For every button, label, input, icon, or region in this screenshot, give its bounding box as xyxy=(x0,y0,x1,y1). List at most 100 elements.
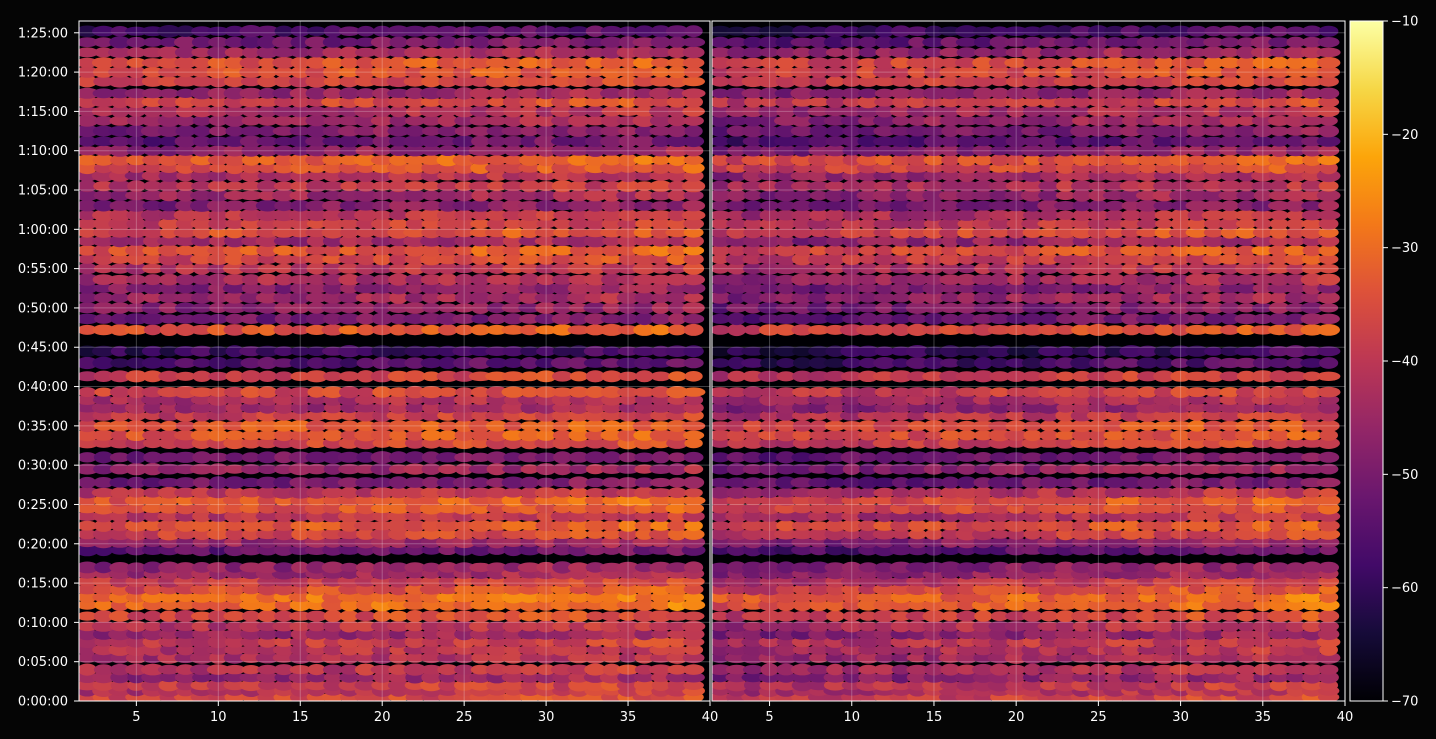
heatmap-cell-left-8-27 xyxy=(486,628,508,640)
heatmap-cell-left-57-24 xyxy=(438,145,458,156)
heatmap-cell-left-66-4 xyxy=(110,57,130,69)
heatmap-cell-left-42-3 xyxy=(93,283,114,293)
heatmap-cell-right-20-32 xyxy=(1204,519,1223,532)
heatmap-cell-right-28-16 xyxy=(938,437,963,450)
heatmap-cell-right-56-12 xyxy=(875,154,895,166)
heatmap-cell-left-31-9 xyxy=(192,409,212,422)
heatmap-cell-left-19-30 xyxy=(534,528,558,541)
heatmap-cell-left-33-6 xyxy=(141,395,165,405)
heatmap-cell-right-10-6 xyxy=(774,610,798,622)
heatmap-cell-right-10-20 xyxy=(1005,611,1028,621)
heatmap-cell-left-4-18 xyxy=(340,664,359,675)
heatmap-cell-left-67-8 xyxy=(174,46,197,59)
heatmap-cell-left-21-2 xyxy=(79,511,99,521)
heatmap-cell-right-14-25 xyxy=(1088,575,1109,588)
heatmap-cell-right-39-36 xyxy=(1269,312,1290,325)
heatmap-cell-left-22-5 xyxy=(126,503,147,514)
heatmap-cell-right-11-5 xyxy=(758,599,781,611)
heatmap-cell-right-14-13 xyxy=(889,576,913,587)
heatmap-cell-right-53-4 xyxy=(741,181,765,191)
heatmap-cell-left-24-17 xyxy=(321,487,345,499)
heatmap-cell-right-59-9 xyxy=(825,125,845,137)
heatmap-cell-left-7-24 xyxy=(436,637,460,647)
heatmap-cell-right-7-24 xyxy=(1070,636,1094,648)
heatmap-cell-right-17-3 xyxy=(726,544,747,556)
heatmap-cell-left-24-16 xyxy=(306,486,327,499)
heatmap-cell-right-9-6 xyxy=(776,621,796,632)
heatmap-cell-left-56-29 xyxy=(519,154,541,166)
heatmap-cell-left-64-14 xyxy=(274,75,294,88)
heatmap-cell-left-60-16 xyxy=(305,115,328,127)
heatmap-cell-right-40-7 xyxy=(791,301,814,314)
heatmap-cell-left-63-6 xyxy=(142,88,164,99)
heatmap-cell-right-56-24 xyxy=(1072,154,1091,166)
heatmap-cell-left-38-14 xyxy=(273,324,295,336)
heatmap-cell-left-61-25 xyxy=(452,105,476,118)
heatmap-cell-right-4-16 xyxy=(940,663,961,676)
heatmap-cell-left-39-11 xyxy=(225,313,244,324)
heatmap-cell-left-61-7 xyxy=(159,105,179,118)
heatmap-cell-right-33-6 xyxy=(774,394,798,406)
heatmap-cell-left-64-37 xyxy=(650,76,672,87)
heatmap-cell-right-50-37 xyxy=(1286,210,1305,220)
heatmap-cell-right-26-3 xyxy=(726,463,747,476)
heatmap-cell-left-63-29 xyxy=(517,88,542,99)
heatmap-cell-right-5-22 xyxy=(1037,652,1061,663)
heatmap-cell-left-12-15 xyxy=(288,592,312,603)
heatmap-cell-left-47-16 xyxy=(306,235,327,247)
heatmap-cell-right-18-29 xyxy=(1152,537,1176,548)
heatmap-cell-right-21-13 xyxy=(889,510,913,523)
heatmap-cell-right-46-23 xyxy=(1055,245,1076,256)
heatmap-cell-right-10-22 xyxy=(1039,610,1059,622)
heatmap-cell-left-37-15 xyxy=(290,346,311,356)
heatmap-cell-right-45-22 xyxy=(1038,253,1060,265)
heatmap-cell-right-48-36 xyxy=(1269,226,1289,239)
heatmap-cell-left-45-3 xyxy=(93,253,115,265)
heatmap-cell-right-30-29 xyxy=(1153,421,1176,431)
heatmap-cell-right-49-14 xyxy=(907,218,928,230)
heatmap-cell-right-28-39 xyxy=(1317,437,1340,450)
heatmap-cell-left-39-6 xyxy=(141,313,165,325)
heatmap-cell-right-3-37 xyxy=(1286,672,1306,683)
heatmap-cell-left-20-27 xyxy=(485,520,509,531)
heatmap-cell-left-58-14 xyxy=(274,136,294,146)
heatmap-cell-left-19-31 xyxy=(551,529,574,539)
heatmap-cell-left-35-21 xyxy=(387,370,410,382)
heatmap-cell-left-32-12 xyxy=(240,402,262,414)
heatmap-cell-right-51-8 xyxy=(808,200,830,212)
heatmap-cell-right-35-20 xyxy=(1005,370,1027,382)
heatmap-cell-right-6-17 xyxy=(956,644,978,656)
heatmap-cell-right-3-29 xyxy=(1154,672,1174,683)
heatmap-cell-left-31-35 xyxy=(618,409,638,422)
heatmap-cell-left-47-10 xyxy=(209,235,228,247)
heatmap-cell-right-43-37 xyxy=(1284,274,1308,285)
heatmap-cell-left-40-30 xyxy=(535,301,557,314)
heatmap-cell-right-49-15 xyxy=(923,218,945,229)
heatmap-cell-left-24-39 xyxy=(684,488,703,498)
heatmap-cell-right-8-16 xyxy=(939,629,962,640)
heatmap-cell-right-16-38 xyxy=(1301,561,1323,574)
heatmap-cell-right-41-31 xyxy=(1186,292,1208,303)
heatmap-cell-left-7-12 xyxy=(240,636,262,648)
heatmap-cell-left-37-5 xyxy=(124,346,149,357)
heatmap-cell-left-53-15 xyxy=(290,180,311,192)
heatmap-cell-right-24-33 xyxy=(1220,486,1240,499)
heatmap-cell-left-3-19 xyxy=(356,672,375,683)
heatmap-cell-left-56-4 xyxy=(110,154,130,166)
heatmap-cell-right-17-20 xyxy=(1005,544,1028,556)
heatmap-cell-right-19-14 xyxy=(908,529,927,540)
heatmap-cell-right-9-5 xyxy=(759,620,780,632)
heatmap-cell-right-19-36 xyxy=(1267,528,1291,541)
heatmap-cell-right-38-36 xyxy=(1268,324,1291,336)
heatmap-cell-left-59-37 xyxy=(649,126,673,136)
heatmap-cell-right-2-29 xyxy=(1155,680,1174,691)
heatmap-cell-right-4-39 xyxy=(1318,664,1339,675)
heatmap-cell-left-38-16 xyxy=(305,324,328,335)
heatmap-cell-right-13-21 xyxy=(1022,584,1043,595)
heatmap-cell-left-4-27 xyxy=(485,663,509,676)
heatmap-cell-left-2-12 xyxy=(239,679,263,692)
heatmap-cell-left-41-17 xyxy=(321,292,345,304)
heatmap-cell-right-26-16 xyxy=(940,464,961,474)
heatmap-cell-left-27-2 xyxy=(79,452,97,463)
heatmap-cell-left-12-6 xyxy=(141,591,165,603)
